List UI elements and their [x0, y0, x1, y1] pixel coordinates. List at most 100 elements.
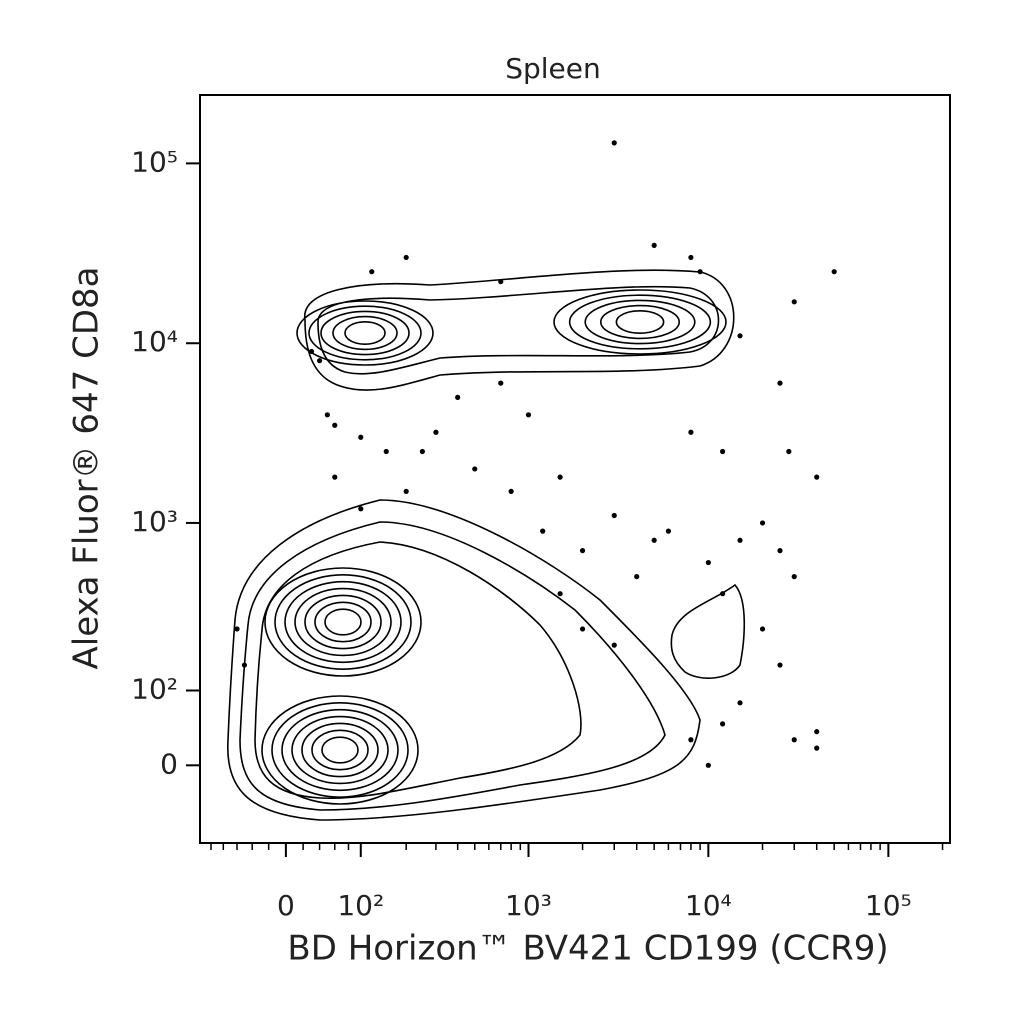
event-dot [705, 762, 711, 768]
event-dot [737, 333, 743, 339]
contour-line [261, 695, 419, 805]
event-dot [358, 506, 364, 512]
contour-line [320, 310, 410, 356]
event-dot [498, 279, 504, 285]
contour-line [281, 708, 399, 792]
plot-frame [199, 94, 951, 844]
contours [227, 269, 746, 821]
event-dot [634, 574, 640, 580]
event-dot [403, 488, 409, 494]
event-dot [688, 429, 694, 435]
x-tick-label: 10³ [505, 889, 552, 922]
event-dot [579, 626, 586, 632]
contour-line [344, 320, 386, 345]
x-tick-label: 10⁴ [685, 889, 732, 922]
event-dot [234, 626, 240, 632]
event-dot [786, 448, 792, 455]
contour-line [670, 583, 746, 679]
event-dot [611, 512, 617, 519]
event-dot [403, 254, 409, 261]
contour-line [264, 567, 422, 677]
event-dot [705, 559, 711, 566]
event-dot [791, 299, 797, 305]
contour-line [321, 736, 359, 764]
event-dot [831, 269, 837, 275]
chart-title: Spleen [505, 52, 601, 85]
event-dot [719, 721, 726, 727]
contour-line [308, 305, 422, 361]
contour-line [284, 580, 402, 664]
contour-line [553, 289, 727, 355]
event-dot [665, 528, 672, 534]
contour-line [584, 299, 696, 345]
event-dot [737, 537, 743, 543]
event-dot [369, 269, 375, 275]
y-tick-label: 10⁴ [131, 325, 178, 358]
contour-line [324, 608, 362, 636]
event-dot [697, 269, 703, 275]
event-dot [611, 642, 617, 648]
event-dot [791, 574, 797, 580]
contour-line [274, 574, 412, 670]
y-axis-label: Alexa Fluor® 647 CD8a [67, 266, 107, 669]
contour-line [311, 729, 369, 771]
event-dot [688, 254, 694, 261]
event-dot [419, 448, 425, 455]
contour-line [254, 541, 582, 800]
event-dot [472, 466, 478, 472]
event-dot [332, 474, 338, 480]
y-tick-label: 10³ [131, 505, 178, 538]
contour-line [304, 269, 735, 391]
event-dot [332, 422, 338, 428]
event-dot [759, 520, 766, 526]
y-tick-label: 0 [160, 747, 178, 780]
contour-line [317, 285, 720, 375]
event-dot [651, 537, 657, 543]
contour-line [294, 587, 392, 657]
contour-line [314, 601, 372, 643]
contour-line [332, 315, 398, 351]
event-dot [508, 488, 514, 494]
x-tick-label: 10² [337, 889, 384, 922]
event-dot [557, 591, 563, 597]
x-tick-label: 0 [277, 889, 295, 922]
contour-line [304, 594, 382, 650]
event-dot [358, 434, 364, 440]
contour-line [227, 499, 701, 821]
contour-line [568, 294, 712, 350]
contour-line [615, 309, 665, 334]
x-tick-label: 10⁵ [865, 889, 912, 922]
y-tick-label: 10² [131, 673, 178, 706]
event-dot [791, 737, 797, 743]
event-dot [498, 380, 504, 386]
y-tick-label: 10⁵ [131, 145, 178, 178]
event-dot [433, 429, 439, 435]
event-dot [688, 737, 694, 743]
contour-line [599, 304, 680, 340]
event-dot [383, 448, 389, 455]
event-dot [525, 412, 532, 418]
event-dot [241, 662, 248, 668]
event-dot [557, 474, 563, 480]
x-axis-label: BD Horizon™ BV421 CD199 (CCR9) [287, 929, 888, 969]
event-dot [777, 380, 783, 386]
event-dot [611, 140, 617, 146]
contour-line [301, 722, 379, 778]
event-dot [719, 591, 726, 597]
event-dot [308, 348, 315, 355]
event-dot [814, 729, 820, 735]
event-dot [814, 474, 820, 480]
event-dot [324, 412, 330, 418]
event-dot [579, 548, 586, 554]
contour-line [239, 521, 666, 811]
event-dot [737, 700, 743, 706]
event-dot [719, 448, 726, 455]
contour-line [271, 702, 409, 798]
event-dot [777, 662, 783, 668]
contour-line [296, 300, 434, 366]
contour-line [291, 715, 389, 785]
event-dot [316, 358, 323, 364]
event-dot [651, 242, 657, 248]
event-dot [540, 528, 546, 534]
